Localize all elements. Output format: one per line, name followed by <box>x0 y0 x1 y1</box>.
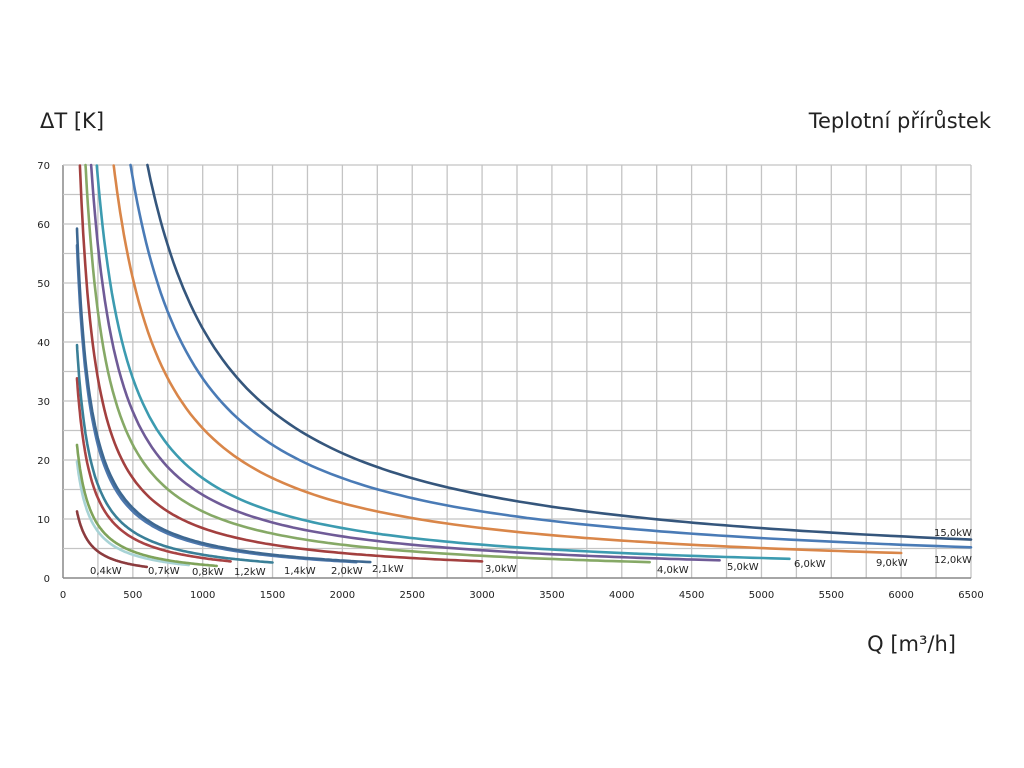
curve-2-1kW <box>75 227 372 564</box>
curve-label: 2,0kW <box>331 566 363 577</box>
y-tick-label: 50 <box>37 279 50 290</box>
curve-9-0kW <box>112 164 903 555</box>
curve-label: 1,4kW <box>284 566 316 577</box>
curve-label: 0,4kW <box>90 566 122 577</box>
y-tick-label: 60 <box>37 220 50 231</box>
curve-label: 0,7kW <box>148 566 180 577</box>
curve-0-8kW <box>75 443 218 568</box>
x-tick-label: 1000 <box>190 590 215 601</box>
grid <box>62 164 972 579</box>
x-tick-label: 6500 <box>958 590 983 601</box>
curve-label: 2,1kW <box>372 564 404 575</box>
curve-labels: 0,4kW 0,7kW 0,8kW 1,2kW 1,4kW 2,0kW 2,1kW 3,0kW… <box>90 528 972 578</box>
y-tick-label: 40 <box>37 338 50 349</box>
x-tick-label: 1500 <box>260 590 285 601</box>
curve-label: 5,0kW <box>727 562 759 573</box>
y-tick-label: 10 <box>37 515 50 526</box>
curve-0-4kW <box>75 510 149 569</box>
y-axis-label: ΔT [K] <box>40 109 104 133</box>
y-tick-label: 70 <box>37 161 50 172</box>
x-tick-label: 3500 <box>539 590 564 601</box>
x-tick-label: 4000 <box>609 590 634 601</box>
x-tick-label: 3000 <box>469 590 494 601</box>
curve-5-0kW <box>89 163 721 562</box>
y-tick-label: 20 <box>37 456 50 467</box>
curve-1-2kW <box>75 377 232 563</box>
x-tick-label: 5500 <box>819 590 844 601</box>
curve-12-0kW <box>129 163 973 549</box>
y-tick-label: 0 <box>44 574 50 585</box>
curves <box>75 163 973 569</box>
x-axis-label: Q [m³/h] <box>867 632 956 656</box>
curve-label: 6,0kW <box>794 559 826 570</box>
chart-title: Teplotní přírůstek <box>808 109 992 133</box>
curve-label: 12,0kW <box>934 555 972 566</box>
curve-15-0kW <box>146 163 973 541</box>
curve-6-0kW <box>95 164 791 561</box>
x-tick-label: 0 <box>60 590 66 601</box>
y-tick-label: 30 <box>37 397 50 408</box>
curve-4-0kW <box>84 163 651 564</box>
curve-label: 1,2kW <box>234 567 266 578</box>
x-tick-label: 2000 <box>330 590 355 601</box>
x-tick-label: 6000 <box>888 590 913 601</box>
x-tick-label: 500 <box>123 590 142 601</box>
curve-label: 0,8kW <box>192 567 224 578</box>
curve-label: 9,0kW <box>876 558 908 569</box>
curve-2-0kW <box>75 243 358 564</box>
tick-labels: 0 500 1000 1500 2000 2500 3000 3500 4000 4500 5000… <box>37 161 983 601</box>
x-tick-label: 5000 <box>749 590 774 601</box>
x-tick-label: 4500 <box>679 590 704 601</box>
x-tick-label: 2500 <box>400 590 425 601</box>
curve-label: 3,0kW <box>485 564 517 575</box>
curve-3-0kW <box>78 164 484 563</box>
curve-1-4kW <box>75 343 274 564</box>
curve-label: 15,0kW <box>934 528 972 539</box>
curve-0-7kW <box>75 460 190 567</box>
curve-label: 4,0kW <box>657 565 689 576</box>
